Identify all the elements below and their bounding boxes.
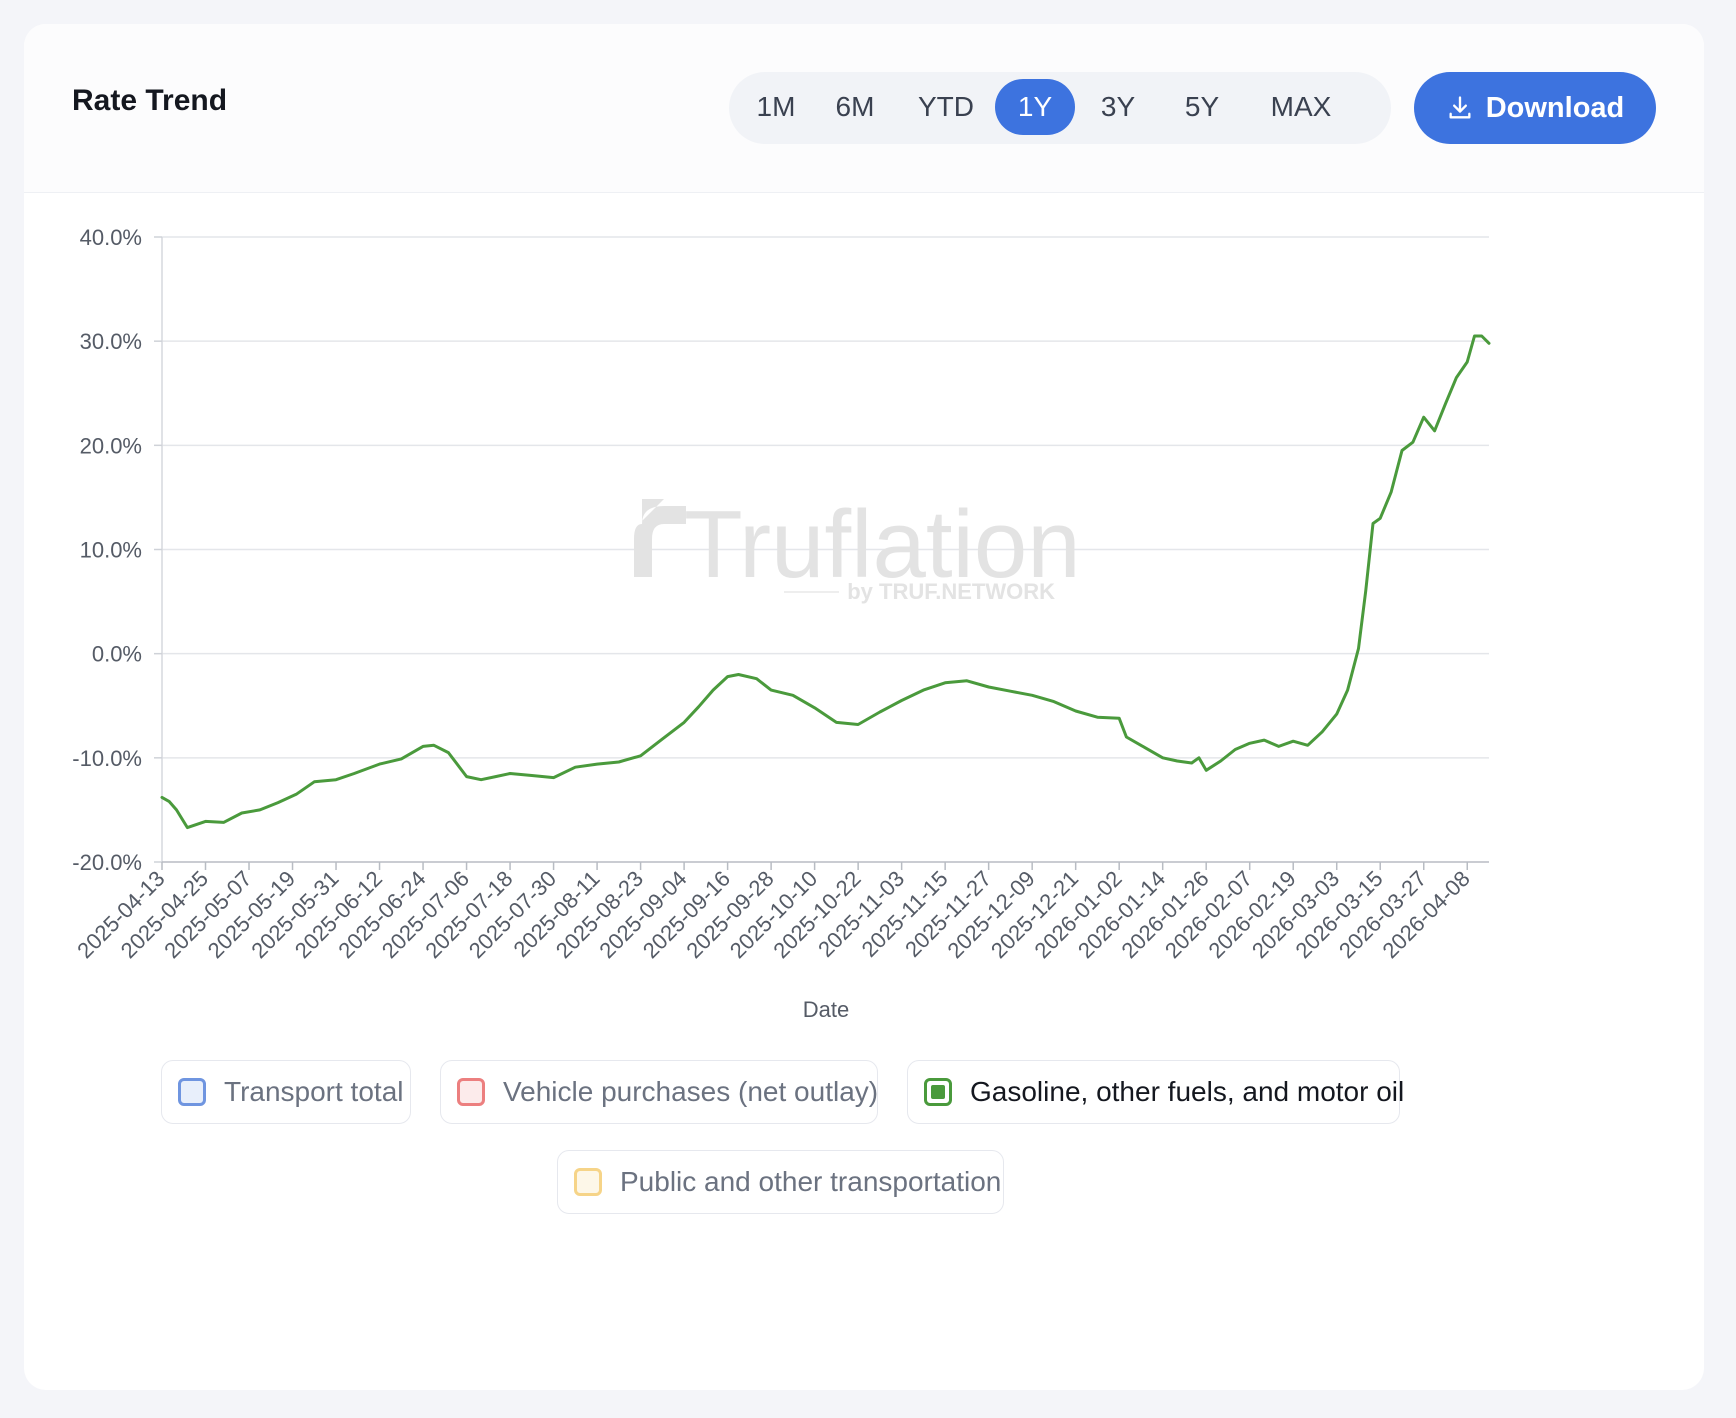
- time-range-selector: 1M 6M YTD 1Y 3Y 5Y MAX: [729, 72, 1391, 144]
- y-tick-label: 20.0%: [80, 433, 142, 458]
- range-button-6m[interactable]: 6M: [821, 79, 889, 135]
- legend-item-vehicle-purchases[interactable]: Vehicle purchases (net outlay): [440, 1060, 878, 1124]
- download-button[interactable]: Download: [1414, 72, 1656, 144]
- card-header: Rate Trend 1M 6M YTD 1Y 3Y 5Y MAX Downlo…: [24, 24, 1704, 193]
- x-axis-title: Date: [803, 997, 849, 1022]
- legend-item-public-transportation[interactable]: Public and other transportation: [557, 1150, 1004, 1214]
- y-tick-label: 40.0%: [80, 225, 142, 250]
- range-button-max[interactable]: MAX: [1251, 79, 1351, 135]
- rate-trend-card: Rate Trend 1M 6M YTD 1Y 3Y 5Y MAX Downlo…: [24, 24, 1704, 1390]
- legend-swatch: [924, 1078, 952, 1106]
- legend-item-gasoline[interactable]: Gasoline, other fuels, and motor oil: [907, 1060, 1404, 1124]
- series-line-gasoline: [160, 334, 1491, 830]
- y-tick-label: 10.0%: [80, 538, 142, 563]
- legend-swatch: [178, 1078, 206, 1106]
- truflation-logo-icon: [634, 499, 686, 577]
- legend-swatch-fill: [931, 1085, 945, 1099]
- legend-label: Public and other transportation: [620, 1166, 1002, 1197]
- legend-item-transport-total[interactable]: Transport total: [161, 1060, 411, 1124]
- legend-label: Vehicle purchases (net outlay): [503, 1076, 879, 1107]
- download-icon: [1449, 96, 1471, 119]
- download-label: Download: [1485, 91, 1625, 124]
- x-axis-ticks: 2025-04-132025-04-252025-05-072025-05-19…: [72, 862, 1475, 963]
- range-button-5y[interactable]: 5Y: [1169, 79, 1235, 135]
- range-button-3y[interactable]: 3Y: [1085, 79, 1151, 135]
- grid-lines: [162, 236, 1489, 759]
- card-title: Rate Trend: [72, 84, 228, 117]
- watermark-brand: Truflation: [684, 491, 1081, 598]
- watermark: Truflation by TRUF.NETWORK: [634, 491, 1081, 604]
- y-tick-label: -10.0%: [72, 746, 142, 771]
- y-axis-ticks: -20.0% -10.0% 0.0% 10.0% 20.0% 30.0% 40.0%: [72, 225, 162, 875]
- y-tick-label: 0.0%: [92, 642, 142, 667]
- legend-swatch: [574, 1168, 602, 1196]
- range-button-ytd[interactable]: YTD: [905, 79, 987, 135]
- series-layer: [160, 334, 1491, 830]
- watermark-byline: by TRUF.NETWORK: [847, 579, 1055, 604]
- y-tick-label: -20.0%: [72, 850, 142, 875]
- legend-swatch: [457, 1078, 485, 1106]
- y-tick-label: 30.0%: [80, 329, 142, 354]
- range-button-1y[interactable]: 1Y: [995, 79, 1075, 135]
- line-chart: Truflation by TRUF.NETWORK -20.0% -10.0% 0…: [72, 225, 1491, 1022]
- range-button-1m[interactable]: 1M: [747, 79, 805, 135]
- legend-label: Transport total: [224, 1076, 404, 1107]
- legend-label: Gasoline, other fuels, and motor oil: [970, 1076, 1405, 1107]
